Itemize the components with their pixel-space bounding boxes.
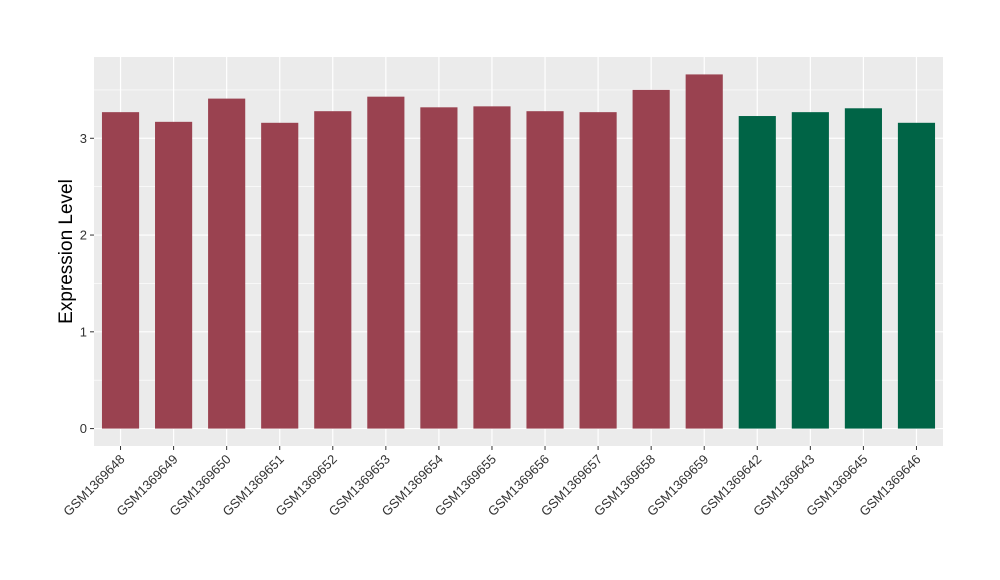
- bar-GSM1369657: [579, 112, 617, 429]
- bar-GSM1369648: [101, 112, 140, 429]
- bar-GSM1369652: [314, 111, 352, 429]
- bar-GSM1369651: [261, 122, 299, 429]
- y-tick-label: 3: [80, 131, 87, 146]
- y-tick-label: 1: [80, 324, 87, 339]
- y-tick-label: 0: [80, 421, 87, 436]
- bars: [101, 74, 936, 429]
- bar-GSM1369650: [208, 98, 246, 429]
- y-axis-title: Expression Level: [56, 179, 77, 324]
- bar-GSM1369654: [420, 107, 458, 429]
- bar-GSM1369653: [367, 96, 405, 429]
- y-tick-label: 2: [80, 228, 87, 243]
- bar-GSM1369645: [844, 108, 882, 429]
- bar-GSM1369656: [526, 111, 564, 429]
- bar-GSM1369642: [738, 116, 776, 429]
- bar-GSM1369659: [685, 74, 723, 429]
- y-axis: 0 1 2 3: [80, 131, 94, 436]
- bar-GSM1369658: [632, 89, 670, 429]
- x-axis: GSM1369648GSM1369649GSM1369650GSM1369651…: [60, 446, 924, 519]
- bar-GSM1369646: [897, 122, 936, 429]
- bar-GSM1369649: [155, 121, 193, 429]
- bar-GSM1369643: [791, 112, 829, 429]
- bar-GSM1369655: [473, 106, 511, 429]
